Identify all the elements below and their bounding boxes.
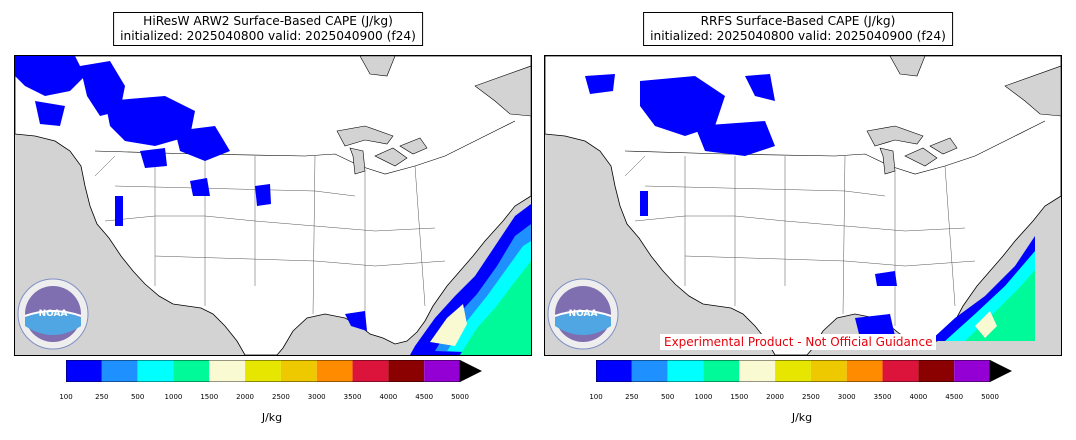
colorbar-ticks: 100 250 500 1000 1500 2000 2500 3000 3500 4000 450…: [59, 393, 469, 405]
colorbar-segment: [918, 360, 955, 382]
colorbar-tick-label: 500: [660, 393, 675, 401]
colorbar-ticks: 100 250 500 1000 1500 2000 2500 3000 3500 4000 450…: [589, 393, 999, 405]
colorbar-tick-label: 3500: [343, 393, 362, 401]
colorbar-segment: [424, 360, 460, 382]
colorbar-segment: [137, 360, 174, 382]
rrfs-panel: RRFS Surface-Based CAPE (J/kg) initializ…: [530, 0, 1066, 440]
colorbar-segment: [596, 360, 632, 382]
colorbar-tick-label: 4500: [415, 393, 434, 401]
cape-colorbar: [66, 360, 482, 382]
colorbar-segment: [173, 360, 210, 382]
colorbar-segments: [596, 360, 991, 382]
hiresw-panel: HiResW ARW2 Surface-Based CAPE (J/kg) in…: [0, 0, 536, 440]
map-svg: NOAA: [545, 56, 1061, 355]
colorbar-tick-label: 1000: [164, 393, 183, 401]
colorbar-segment: [775, 360, 811, 382]
cape-nw: [585, 74, 775, 216]
colorbar-extend-arrow: [460, 360, 482, 382]
colorbar-segment: [703, 360, 740, 382]
noaa-logo-text: NOAA: [569, 309, 598, 319]
title-line-2: initialized: 2025040800 valid: 202504090…: [650, 29, 946, 43]
colorbar-tick-label: 250: [625, 393, 639, 401]
atlantic-north: [474, 65, 531, 117]
colorbar-tick-label: 4500: [945, 393, 964, 401]
colorbar-tick-label: 3500: [873, 393, 892, 401]
cape-fill: [345, 204, 531, 355]
colorbar-segment: [352, 360, 389, 382]
colorbar-segment: [316, 360, 353, 382]
noaa-logo-icon: NOAA: [547, 278, 619, 350]
cape-nw: [15, 56, 271, 226]
noaa-logo-icon: NOAA: [17, 278, 89, 350]
colorbar-tick-label: 1500: [730, 393, 749, 401]
colorbar-tick-label: 250: [95, 393, 109, 401]
cape-map: NOAA: [544, 55, 1062, 356]
great-lakes: [336, 125, 428, 175]
cape-fill: [855, 236, 1035, 341]
colorbar-segment: [280, 360, 317, 382]
colorbar-segment: [245, 360, 281, 382]
title-line-2: initialized: 2025040800 valid: 202504090…: [120, 29, 416, 43]
state-borders: [94, 155, 446, 326]
state-borders: [624, 155, 976, 326]
colorbar-tick-label: 3000: [307, 393, 326, 401]
colorbar-tick-label: 1000: [694, 393, 713, 401]
disclaimer-banner: Experimental Product - Not Official Guid…: [660, 334, 937, 350]
map-title: HiResW ARW2 Surface-Based CAPE (J/kg) in…: [113, 12, 423, 46]
colorbar-segment: [667, 360, 704, 382]
colorbar-tick-label: 5000: [981, 393, 999, 401]
colorbar-tick-label: 2500: [801, 393, 820, 401]
colorbar-tick-label: 4000: [909, 393, 928, 401]
colorbar-segment: [66, 360, 102, 382]
colorbar-tick-label: 2500: [271, 393, 290, 401]
title-line-1: HiResW ARW2 Surface-Based CAPE (J/kg): [143, 14, 393, 28]
colorbar-tick-label: 5000: [451, 393, 469, 401]
colorbar-tick-label: 100: [59, 393, 73, 401]
title-line-1: RRFS Surface-Based CAPE (J/kg): [700, 14, 896, 28]
canada-water: [889, 56, 926, 77]
colorbar-segment: [739, 360, 776, 382]
colorbar-tick-label: 100: [589, 393, 603, 401]
colorbar-segment: [209, 360, 246, 382]
cape-colorbar: [596, 360, 1012, 382]
colorbar-segment: [846, 360, 883, 382]
colorbar-tick-label: 3000: [837, 393, 856, 401]
colorbar-segment: [388, 360, 425, 382]
colorbar-segment: [101, 360, 138, 382]
canada-border: [94, 120, 516, 175]
colorbar-tick-label: 4000: [379, 393, 398, 401]
colorbar-tick-label: 2000: [236, 393, 254, 401]
colorbar-segment: [882, 360, 919, 382]
map-title: RRFS Surface-Based CAPE (J/kg) initializ…: [643, 12, 953, 46]
colorbar-segment: [631, 360, 668, 382]
noaa-logo-text: NOAA: [39, 309, 68, 319]
colorbar-extend-arrow: [990, 360, 1012, 382]
great-lakes: [866, 125, 958, 175]
colorbar-segments: [66, 360, 461, 382]
canada-water: [359, 56, 396, 77]
colorbar-unit-label: J/kg: [261, 411, 283, 424]
colorbar-tick-label: 1500: [200, 393, 219, 401]
cape-map: NOAA: [14, 55, 532, 356]
atlantic-north: [1004, 65, 1061, 117]
colorbar-segment: [954, 360, 990, 382]
colorbar-tick-label: 2000: [766, 393, 784, 401]
colorbar-tick-label: 500: [130, 393, 145, 401]
colorbar-segment: [810, 360, 847, 382]
canada-border: [624, 120, 1046, 175]
map-svg: NOAA: [15, 56, 531, 355]
colorbar-unit-label: J/kg: [791, 411, 813, 424]
